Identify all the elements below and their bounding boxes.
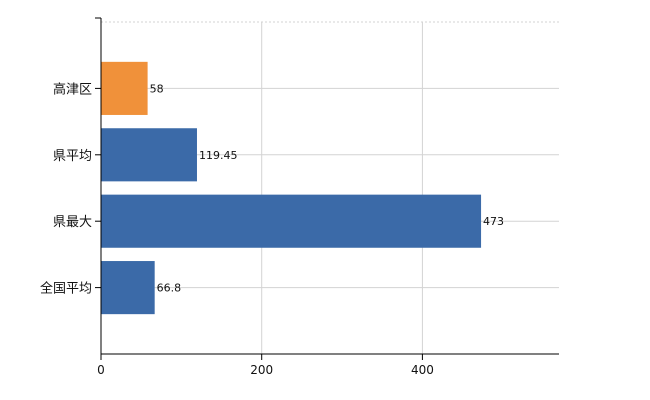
x-tick-label: 400	[411, 363, 434, 377]
category-label: 県平均	[53, 149, 92, 164]
x-tick-label: 0	[97, 363, 105, 377]
bars	[101, 61, 482, 315]
axes	[95, 17, 559, 360]
x-tick-label: 200	[250, 363, 273, 377]
bar	[101, 128, 197, 182]
bar-value-label: 473	[483, 215, 504, 228]
labels: 58 高津区 119.45 県平均 473 県最大 66.8 全国平均 0 200 400	[40, 81, 504, 377]
bar-value-label: 119.45	[199, 149, 238, 162]
category-label: 全国平均	[40, 281, 92, 297]
category-label: 県最大	[53, 215, 92, 230]
gridlines	[101, 21, 559, 354]
bar-value-label: 66.8	[157, 282, 182, 295]
bar-value-label: 58	[150, 82, 164, 95]
bar	[101, 261, 155, 315]
bar	[101, 61, 148, 115]
category-label: 高津区	[53, 81, 92, 97]
bar	[101, 194, 482, 248]
